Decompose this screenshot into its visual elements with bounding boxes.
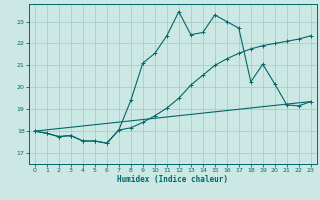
X-axis label: Humidex (Indice chaleur): Humidex (Indice chaleur) bbox=[117, 175, 228, 184]
